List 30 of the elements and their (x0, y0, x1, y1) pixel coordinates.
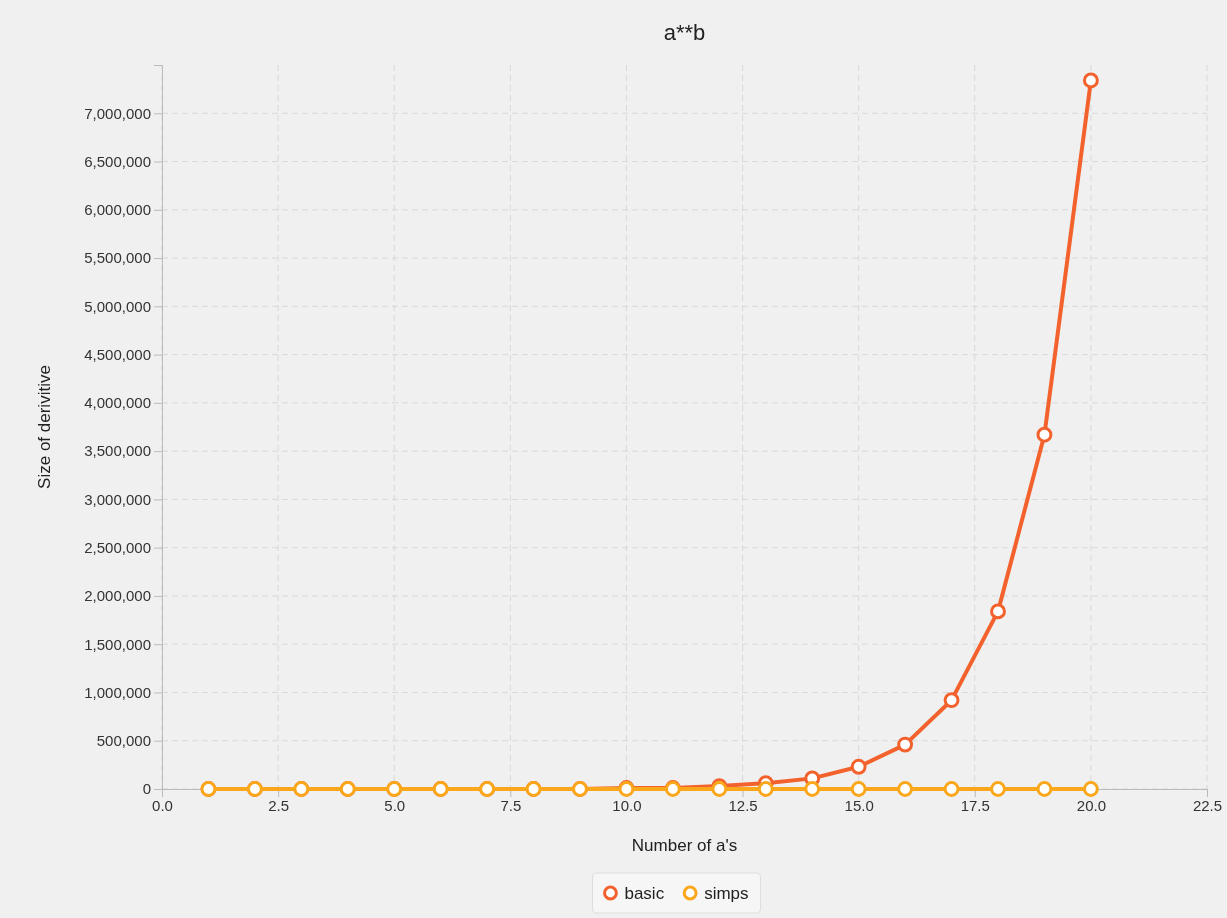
x-tick-label: 2.5 (268, 796, 290, 814)
x-tick-label: 15.0 (844, 796, 874, 814)
y-tick-label: 2,500,000 (84, 538, 151, 556)
x-tick-label: 12.5 (728, 796, 758, 814)
x-axis-title: Number of a's (631, 836, 738, 855)
x-tick-label: 22.5 (1192, 796, 1223, 814)
y-tick-label: 5,000,000 (84, 297, 151, 315)
x-tick-label: 7.5 (500, 796, 522, 814)
y-tick-label: 1,500,000 (84, 635, 151, 653)
y-tick-label: 500,000 (96, 732, 151, 750)
chart-title: a**b (663, 20, 706, 45)
y-tick-label: 6,000,000 (84, 201, 151, 219)
y-tick-label: 4,500,000 (84, 345, 151, 363)
y-axis-title: Size of derivitive (35, 365, 54, 489)
y-tick-label: 0 (142, 780, 151, 798)
legend-label: basic (624, 884, 665, 903)
y-tick-label: 2,000,000 (84, 587, 151, 605)
y-tick-label: 3,000,000 (84, 490, 151, 508)
y-tick-label: 4,000,000 (84, 394, 151, 412)
x-tick-label: 5.0 (384, 796, 406, 814)
y-tick-label: 7,000,000 (84, 104, 151, 122)
legend-label: simps (704, 884, 749, 903)
y-tick-label: 1,000,000 (84, 683, 151, 701)
x-tick-label: 0.0 (152, 796, 173, 814)
y-tick-label: 6,500,000 (84, 152, 151, 170)
x-tick-label: 20.0 (1076, 796, 1106, 814)
x-tick-label: 17.5 (960, 796, 990, 814)
y-tick-label: 5,500,000 (84, 249, 151, 267)
y-tick-label: 3,500,000 (84, 442, 151, 460)
x-tick-label: 10.0 (612, 796, 642, 814)
